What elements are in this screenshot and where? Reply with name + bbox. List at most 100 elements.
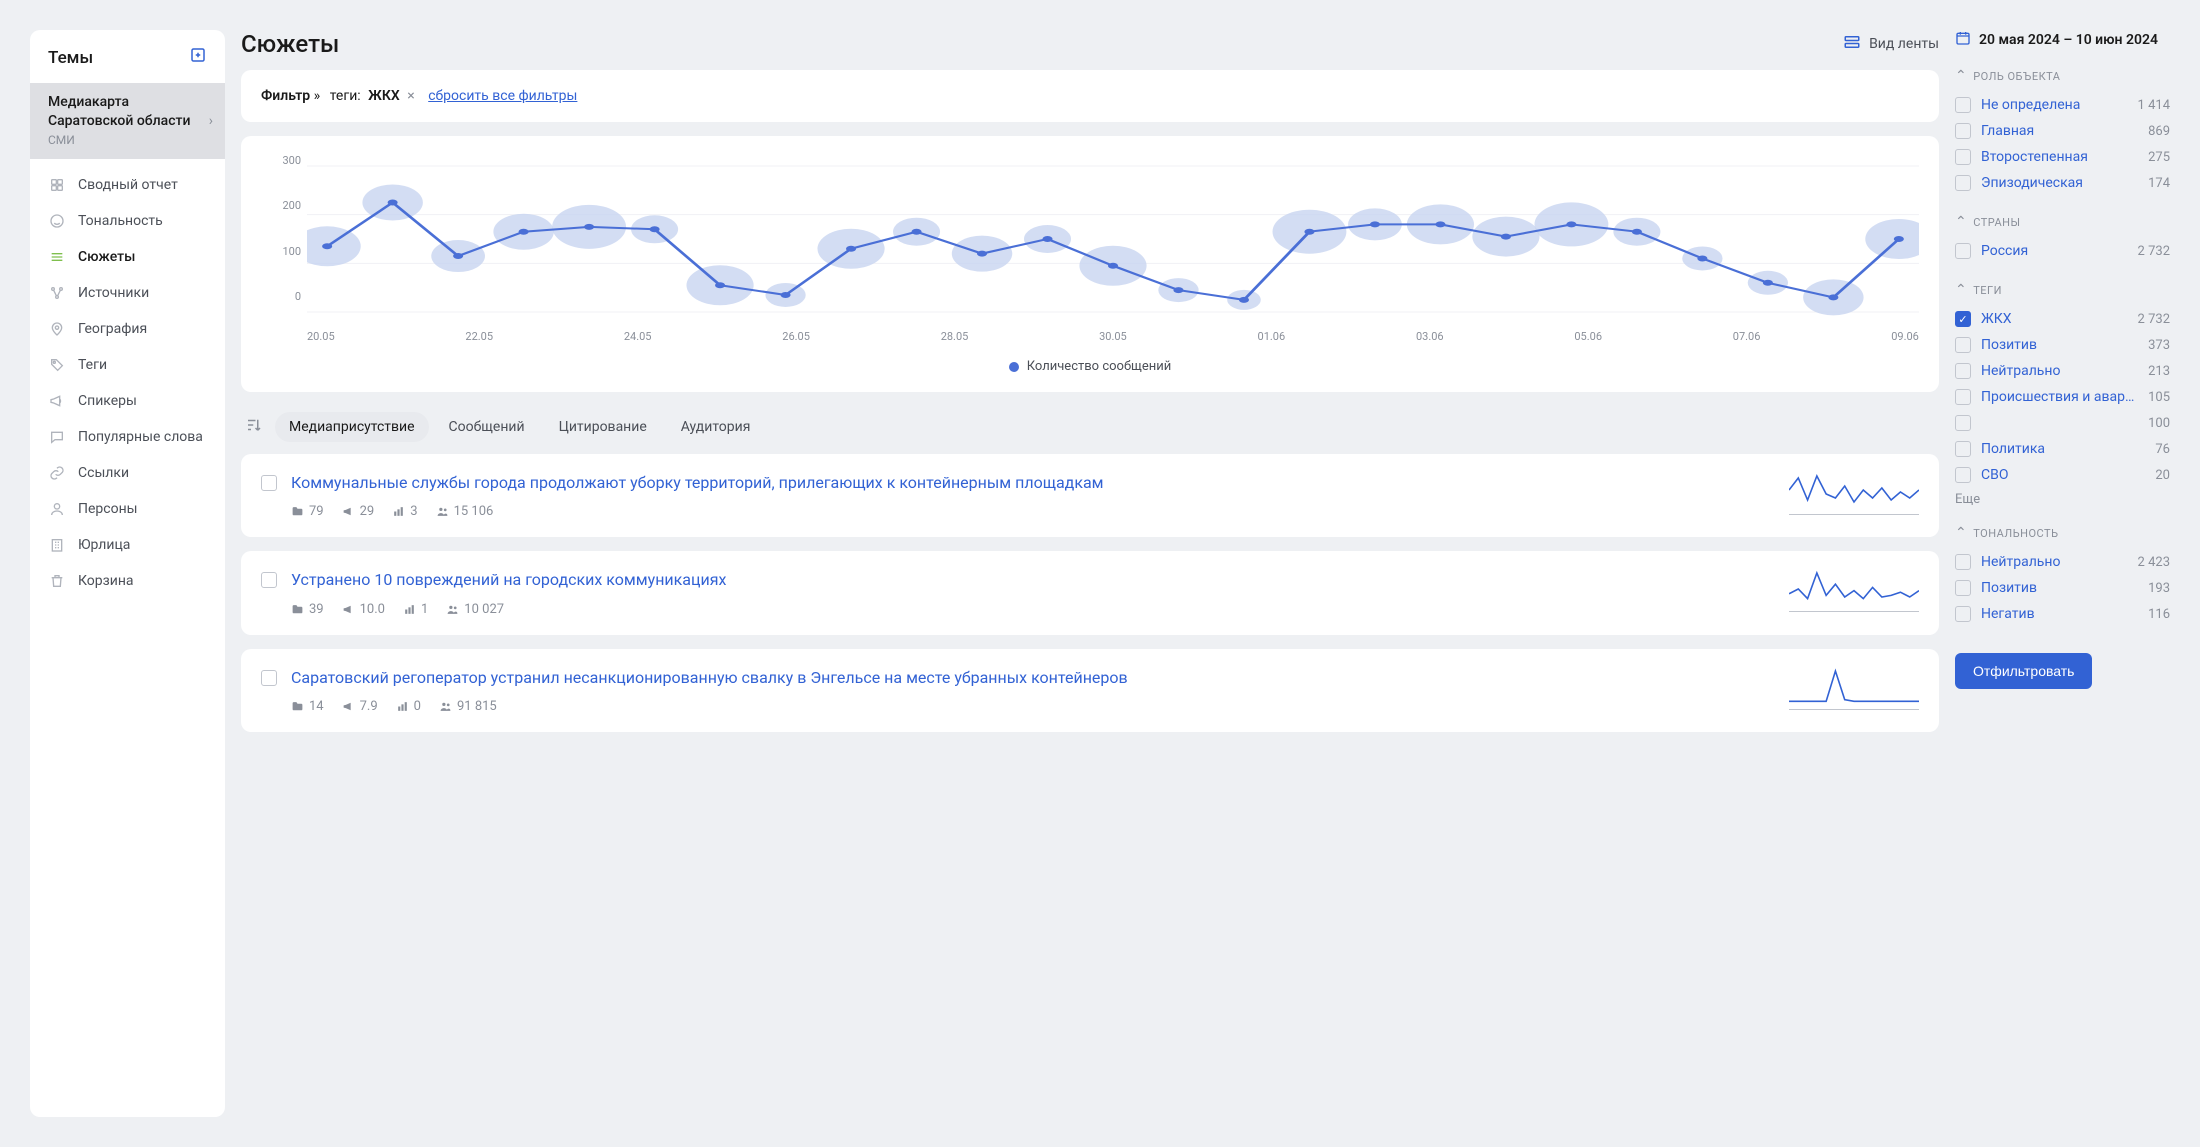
facet-item: Негатив 116 [1955, 601, 2170, 627]
date-range[interactable]: 20 мая 2024 – 10 июн 2024 [1955, 30, 2170, 50]
stat-folders: 39 [291, 602, 324, 617]
sidebar-item-3[interactable]: Источники [30, 275, 225, 311]
facet-more[interactable]: Еще [1955, 492, 2170, 507]
sidebar-title: Темы [48, 48, 93, 68]
sort-tab-0[interactable]: Медиаприсутствие [275, 412, 429, 442]
facet-label[interactable]: Нейтрально [1981, 363, 2138, 379]
facet-checkbox[interactable] [1955, 580, 1971, 596]
sidebar-item-8[interactable]: Ссылки [30, 455, 225, 491]
facet-checkbox[interactable] [1955, 415, 1971, 431]
facet-label[interactable]: Эпизодическая [1981, 175, 2138, 191]
facet-item: Политика 76 [1955, 436, 2170, 462]
facet-checkbox[interactable] [1955, 606, 1971, 622]
facet-checkbox[interactable] [1955, 467, 1971, 483]
sidebar-item-label: Юрлица [78, 537, 130, 553]
topic-title: Медиакарта Саратовской области [48, 93, 207, 131]
story-sparkline [1789, 569, 1919, 612]
story-checkbox[interactable] [261, 572, 277, 588]
filter-tag-remove[interactable]: × [407, 88, 414, 104]
sort-tab-3[interactable]: Аудитория [667, 412, 765, 442]
filter-sep: » [314, 88, 324, 104]
story-card-2: Саратовский регоператор устранил несанкц… [241, 649, 1939, 732]
facet-checkbox[interactable] [1955, 243, 1971, 259]
date-range-text: 20 мая 2024 – 10 июн 2024 [1979, 32, 2158, 48]
filter-reset-link[interactable]: сбросить все фильтры [428, 88, 577, 104]
facet-header[interactable]: ⌃ РОЛЬ ОБЪЕКТА [1955, 68, 2170, 84]
sidebar-item-4[interactable]: География [30, 311, 225, 347]
sort-icon[interactable] [245, 416, 263, 438]
facet-label[interactable]: Происшествия и аварии [1981, 389, 2138, 405]
facet-item: Позитив 373 [1955, 332, 2170, 358]
view-toggle[interactable]: Вид ленты [1843, 33, 1939, 55]
sidebar-item-11[interactable]: Корзина [30, 563, 225, 599]
sidebar-item-1[interactable]: Тональность [30, 203, 225, 239]
facet-header[interactable]: ⌃ СТРАНЫ [1955, 214, 2170, 230]
facet-label[interactable]: Нейтрально [1981, 554, 2128, 570]
sidebar-item-6[interactable]: Спикеры [30, 383, 225, 419]
facet-count: 275 [2148, 150, 2170, 165]
facet-checkbox[interactable] [1955, 389, 1971, 405]
xtick-label: 28.05 [941, 330, 969, 343]
sidebar-item-5[interactable]: Теги [30, 347, 225, 383]
facet-checkbox[interactable] [1955, 441, 1971, 457]
story-title[interactable]: Саратовский регоператор устранил несанкц… [291, 667, 1775, 689]
sidebar-item-label: Источники [78, 285, 149, 301]
add-topic-icon[interactable] [189, 46, 207, 69]
facet-checkbox[interactable] [1955, 363, 1971, 379]
facet-checkbox[interactable] [1955, 337, 1971, 353]
sidebar-header: Темы [30, 30, 225, 83]
facet-checkbox[interactable] [1955, 123, 1971, 139]
facet-label[interactable]: Второстепенная [1981, 149, 2138, 165]
facet-label[interactable]: Главная [1981, 123, 2138, 139]
facet-label[interactable]: СВО [1981, 467, 2145, 483]
facet-label[interactable]: Политика [1981, 441, 2145, 457]
sidebar-topic[interactable]: Медиакарта Саратовской области СМИ › [30, 83, 225, 159]
facet-checkbox[interactable]: ✓ [1955, 311, 1971, 327]
facet-checkbox[interactable] [1955, 554, 1971, 570]
xtick-label: 24.05 [624, 330, 652, 343]
stat-bars: 0 [396, 699, 421, 714]
sort-tab-1[interactable]: Сообщений [435, 412, 539, 442]
facet-header[interactable]: ⌃ ТОНАЛЬНОСТЬ [1955, 525, 2170, 541]
facet-checkbox[interactable] [1955, 149, 1971, 165]
sidebar-item-label: Теги [78, 357, 107, 373]
facet-label[interactable]: Негатив [1981, 606, 2138, 622]
sidebar-item-7[interactable]: Популярные слова [30, 419, 225, 455]
grid-icon [48, 177, 66, 193]
sidebar-item-9[interactable]: Персоны [30, 491, 225, 527]
chart-wrap: 3002001000 20.0522.0524.0526.0528.0530.0… [261, 154, 1919, 343]
main: Сюжеты Вид ленты Фильтр » теги: ЖКХ × сб… [241, 30, 1939, 1117]
facet-item: Нейтрально 2 423 [1955, 549, 2170, 575]
stat-bars: 3 [392, 504, 417, 519]
facet-label[interactable]: Россия [1981, 243, 2128, 259]
facet-header[interactable]: ⌃ ТЕГИ [1955, 282, 2170, 298]
facet-label[interactable]: Не определена [1981, 97, 2128, 113]
facet-checkbox[interactable] [1955, 175, 1971, 191]
story-sparkline [1789, 472, 1919, 515]
filter-bar: Фильтр » теги: ЖКХ × сбросить все фильтр… [241, 70, 1939, 122]
filter-tag-value: ЖКХ [368, 88, 400, 104]
story-title[interactable]: Устранено 10 повреждений на городских ко… [291, 569, 1775, 591]
sidebar-item-10[interactable]: Юрлица [30, 527, 225, 563]
story-stats: 14 7.9 0 91 815 [291, 699, 1775, 714]
stat-folders: 14 [291, 699, 324, 714]
sort-tab-2[interactable]: Цитирование [545, 412, 661, 442]
xtick-label: 26.05 [782, 330, 810, 343]
xtick-label: 30.05 [1099, 330, 1127, 343]
facet-checkbox[interactable] [1955, 97, 1971, 113]
facet-count: 373 [2148, 338, 2170, 353]
sidebar-item-2[interactable]: Сюжеты [30, 239, 225, 275]
stat-people: 15 106 [436, 504, 494, 519]
sidebar-item-label: Спикеры [78, 393, 137, 409]
facet-label[interactable]: ЖКХ [1981, 311, 2128, 327]
person-icon [48, 501, 66, 517]
facet-label[interactable]: Позитив [1981, 580, 2138, 596]
story-checkbox[interactable] [261, 475, 277, 491]
sidebar-item-0[interactable]: Сводный отчет [30, 167, 225, 203]
story-checkbox[interactable] [261, 670, 277, 686]
apply-filter-button[interactable]: Отфильтровать [1955, 653, 2092, 689]
facet-item: Позитив 193 [1955, 575, 2170, 601]
facet-item: СВО 20 [1955, 462, 2170, 488]
facet-label[interactable]: Позитив [1981, 337, 2138, 353]
story-title[interactable]: Коммунальные службы города продолжают уб… [291, 472, 1775, 494]
